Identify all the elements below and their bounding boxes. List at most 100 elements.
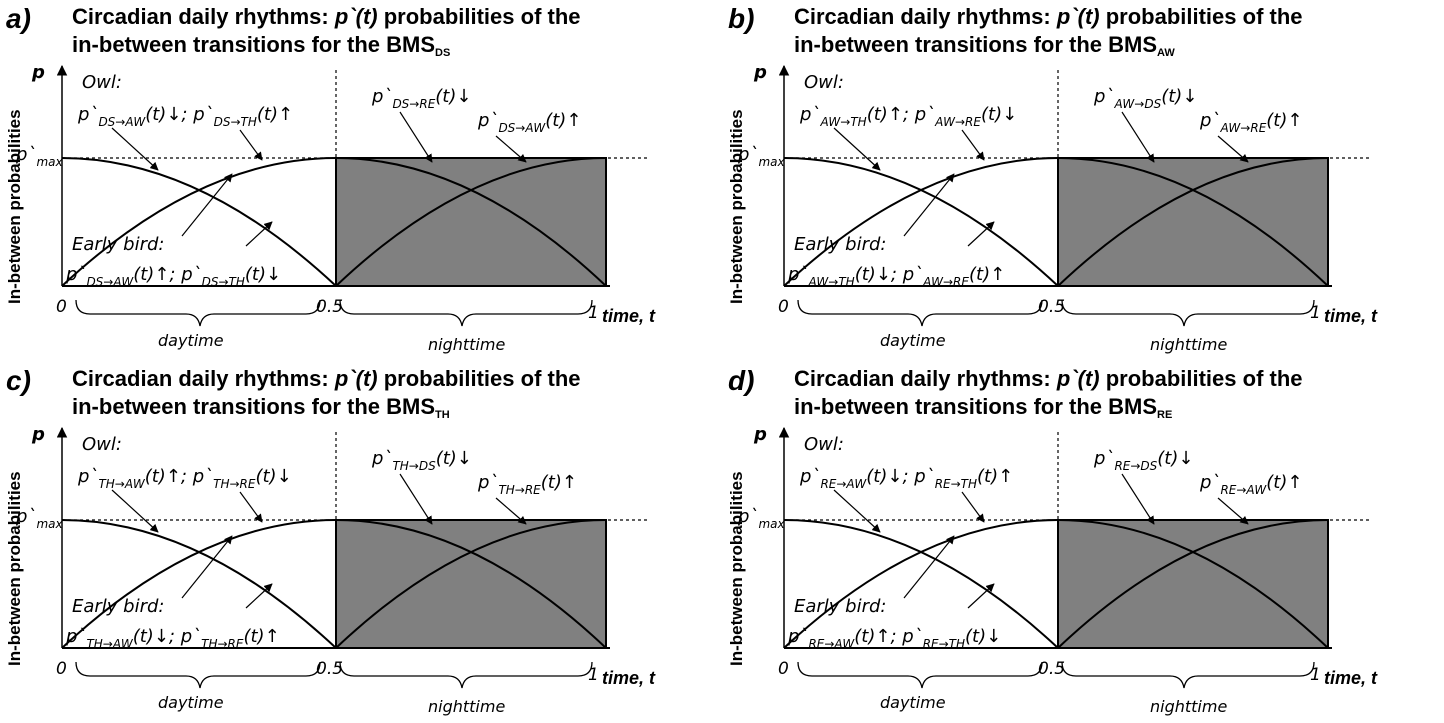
nighttime-brace: [1061, 661, 1315, 689]
daytime-brace: [75, 661, 321, 689]
panel-b: b) Circadian daily rhythms: p`(t) probab…: [722, 0, 1444, 361]
tick-0-5: 0.5: [1038, 659, 1065, 679]
arrow-owl-2: [961, 129, 985, 161]
arrow-early-2: [967, 583, 995, 609]
p-axis-label: p: [31, 424, 45, 445]
daytime-brace: [797, 299, 1043, 327]
night-annotation-1: p`DS→RE(t)↓: [371, 86, 471, 111]
nighttime-shade: [1057, 519, 1329, 649]
nighttime-brace: [339, 299, 593, 327]
night-annotation-1: p`TH→DS(t)↓: [371, 448, 472, 473]
daytime-label: daytime: [158, 331, 224, 350]
p-axis-label: p: [753, 424, 767, 445]
arrow-early-2: [245, 221, 273, 247]
title-line-1: Circadian daily rhythms: p`(t) probabili…: [72, 366, 581, 391]
nighttime-brace: [339, 661, 593, 689]
panel-letter: d): [728, 365, 754, 396]
arrow-night-2: [1217, 135, 1249, 163]
night-annotation-1: p`AW→DS(t)↓: [1093, 86, 1197, 111]
owl-label: Owl:: [82, 434, 122, 455]
arrow-early-1: [181, 535, 233, 599]
arrow-night-2: [495, 135, 527, 163]
y-axis-label: In-between probabilities: [727, 109, 746, 304]
arrow-night-1: [1121, 473, 1155, 525]
title-line-1: Circadian daily rhythms: p`(t) probabili…: [794, 4, 1303, 29]
arrow-night-1: [399, 111, 433, 163]
owl-annotation: p`AW→TH(t)↑; p`AW→RE(t)↓: [799, 104, 1017, 129]
p-axis-label: p: [753, 62, 767, 83]
title-line-2: in-between transitions for the BMSDS: [72, 32, 450, 59]
tick-1: 1: [1310, 665, 1321, 685]
night-annotation-2: p`AW→RE(t)↑: [1199, 110, 1302, 135]
arrow-early-1: [903, 535, 955, 599]
x-axis-label: time, t: [1324, 306, 1378, 326]
daytime-brace: [797, 661, 1043, 689]
p-axis-label: p: [31, 62, 45, 83]
night-curve-rising: [335, 519, 607, 649]
tick-0: 0: [56, 297, 67, 317]
pmax-label: p`max: [737, 506, 785, 531]
nighttime-label: nighttime: [428, 335, 505, 354]
night-annotation-2: p`RE→AW(t)↑: [1199, 472, 1302, 497]
daytime-label: daytime: [880, 331, 946, 350]
arrow-early-1: [903, 173, 955, 237]
tick-1: 1: [588, 665, 599, 685]
early-bird-annotation: p`DS→AW(t)↑; p`DS→TH(t)↓: [65, 264, 281, 289]
panel-c: c) Circadian daily rhythms: p`(t) probab…: [0, 362, 722, 723]
tick-0-5: 0.5: [316, 659, 343, 679]
owl-annotation: p`RE→AW(t)↓; p`RE→TH(t)↑: [799, 466, 1013, 491]
early-bird-annotation: p`TH→AW(t)↓; p`TH→RE(t)↑: [65, 626, 280, 651]
title-line-2: in-between transitions for the BMSRE: [794, 394, 1172, 421]
y-axis-label: In-between probabilities: [5, 471, 24, 666]
arrow-owl-1: [111, 489, 159, 533]
pmax-label: p`max: [15, 144, 63, 169]
early-bird-annotation: p`AW→TH(t)↓; p`AW→RE(t)↑: [787, 264, 1005, 289]
arrow-night-2: [495, 497, 527, 525]
daytime-brace: [75, 299, 321, 327]
arrow-owl-1: [833, 127, 881, 171]
day-curve-rising: [783, 519, 1059, 649]
owl-label: Owl:: [804, 72, 844, 93]
night-annotation-2: p`DS→AW(t)↑: [477, 110, 581, 135]
arrow-owl-2: [961, 491, 985, 523]
tick-0-5: 0.5: [316, 297, 343, 317]
arrow-early-2: [245, 583, 273, 609]
night-annotation-1: p`RE→DS(t)↓: [1093, 448, 1193, 473]
day-curve-rising: [61, 519, 337, 649]
tick-0: 0: [778, 297, 789, 317]
tick-0: 0: [778, 659, 789, 679]
panel-svg: d) Circadian daily rhythms: p`(t) probab…: [727, 365, 1378, 716]
panel-svg: c) Circadian daily rhythms: p`(t) probab…: [5, 365, 656, 716]
night-annotation-2: p`TH→RE(t)↑: [477, 472, 577, 497]
early-bird-label: Early bird:: [794, 596, 887, 617]
owl-annotation: p`TH→AW(t)↑; p`TH→RE(t)↓: [77, 466, 292, 491]
title-line-2: in-between transitions for the BMSTH: [72, 394, 450, 421]
nighttime-label: nighttime: [1150, 335, 1227, 354]
arrow-owl-2: [239, 491, 263, 523]
arrow-night-1: [1121, 111, 1155, 163]
x-axis-label: time, t: [602, 668, 656, 688]
daytime-label: daytime: [880, 693, 946, 712]
pmax-label: p`max: [737, 144, 785, 169]
tick-1: 1: [588, 303, 599, 323]
panel-svg: b) Circadian daily rhythms: p`(t) probab…: [727, 3, 1378, 354]
tick-0-5: 0.5: [1038, 297, 1065, 317]
y-axis-label: In-between probabilities: [727, 471, 746, 666]
early-bird-annotation: p`RE→AW(t)↑; p`RE→TH(t)↓: [787, 626, 1001, 651]
panel-svg: a) Circadian daily rhythms: p`(t) probab…: [5, 3, 656, 354]
day-curve-rising: [61, 157, 337, 287]
tick-1: 1: [1310, 303, 1321, 323]
arrow-night-1: [399, 473, 433, 525]
nighttime-shade: [335, 157, 607, 287]
title-line-1: Circadian daily rhythms: p`(t) probabili…: [72, 4, 581, 29]
arrow-early-1: [181, 173, 233, 237]
early-bird-label: Early bird:: [72, 596, 165, 617]
x-axis-label: time, t: [602, 306, 656, 326]
nighttime-brace: [1061, 299, 1315, 327]
nighttime-label: nighttime: [1150, 697, 1227, 716]
panel-d: d) Circadian daily rhythms: p`(t) probab…: [722, 362, 1444, 723]
nighttime-label: nighttime: [428, 697, 505, 716]
owl-label: Owl:: [82, 72, 122, 93]
pmax-label: p`max: [15, 506, 63, 531]
arrow-owl-1: [833, 489, 881, 533]
